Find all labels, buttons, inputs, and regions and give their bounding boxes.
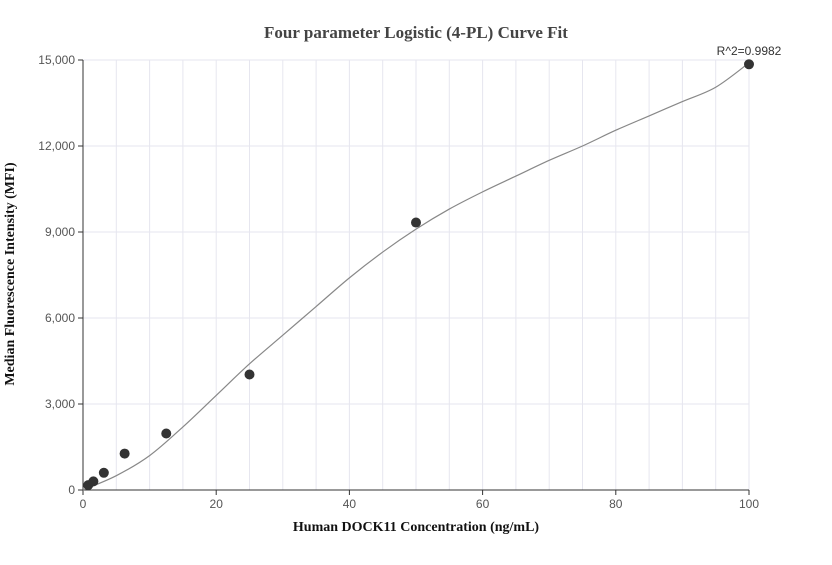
fit-curve-layer: [82, 62, 750, 491]
chart-title: Four parameter Logistic (4-PL) Curve Fit: [264, 23, 568, 42]
data-point: [244, 369, 255, 380]
x-tick-label: 20: [210, 497, 224, 511]
x-tick-label: 0: [80, 497, 87, 511]
y-tick-label: 3,000: [45, 397, 75, 411]
data-point: [88, 476, 99, 487]
y-axis-title: Median Fluorescence Intensity (MFI): [3, 162, 18, 386]
r-squared-annotation: R^2=0.9982: [717, 44, 782, 58]
data-point: [119, 448, 130, 459]
data-point: [411, 217, 421, 228]
data-points-layer: [83, 59, 754, 491]
x-axis-title: Human DOCK11 Concentration (ng/mL): [293, 520, 540, 535]
data-point: [98, 467, 109, 478]
y-tick-label: 0: [68, 483, 75, 497]
x-tick-label: 40: [343, 497, 357, 511]
axis-layer: 0 3,000 6,000 9,000 12,000 15,000 0 20 40 60 80 100: [38, 53, 759, 511]
x-tick-label: 60: [476, 497, 490, 511]
y-tick-label: 6,000: [45, 311, 75, 325]
y-tick-label: 12,000: [38, 139, 75, 153]
grid-layer: [82, 59, 750, 490]
fit-curve: [82, 62, 750, 491]
x-tick-label: 100: [739, 497, 759, 511]
y-tick-label: 9,000: [45, 225, 75, 239]
data-point: [161, 428, 172, 439]
data-point: [744, 59, 754, 70]
y-tick-label: 15,000: [38, 53, 75, 67]
x-tick-label: 80: [609, 497, 623, 511]
